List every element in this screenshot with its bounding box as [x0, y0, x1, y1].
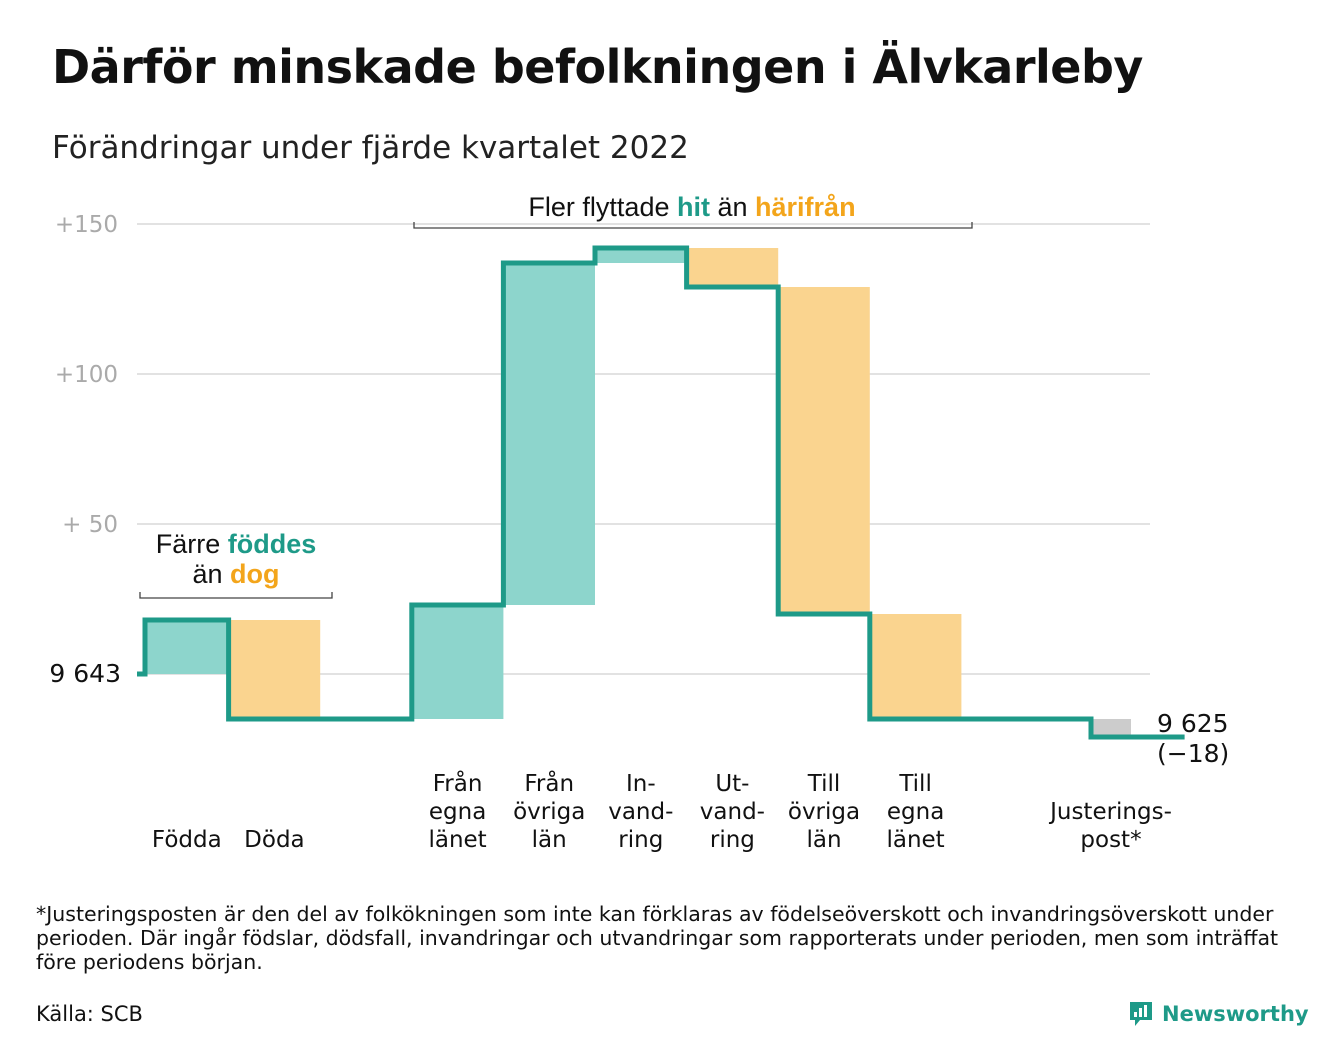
category-label: Justerings-	[1048, 799, 1172, 825]
bar-justeringspost-	[1091, 719, 1131, 737]
moves-annotation: Fler flyttade hit än härifrån	[413, 192, 973, 229]
category-label: ring	[618, 827, 663, 853]
bar-födda	[145, 620, 229, 674]
bar-invandring	[595, 248, 687, 263]
bar-döda	[228, 620, 321, 719]
bars	[145, 248, 1131, 737]
moves-annotation-text: Fler flyttade hit än härifrån	[528, 192, 855, 222]
source-note: Källa: SCB	[36, 1002, 143, 1026]
category-label: Födda	[152, 827, 222, 853]
bar-till-egna-länet	[869, 614, 962, 719]
category-label: övriga	[788, 799, 860, 825]
end-value-label: 9 625	[1157, 709, 1229, 738]
bar-från-övriga-län	[503, 263, 595, 605]
bar-från-egna-länet	[411, 605, 504, 719]
brand-name: Newsworthy	[1162, 1002, 1309, 1026]
births-annotation-bracket	[139, 592, 333, 599]
category-label: län	[806, 827, 841, 853]
births-annotation-line1: Färre föddes	[156, 529, 317, 559]
births-annotation: Färre föddes än dog	[139, 529, 333, 599]
gridlines: +150 +100 + 50	[55, 212, 1150, 675]
y-tick-label: +150	[55, 212, 118, 238]
category-label: egna	[887, 799, 944, 825]
labels: Födda DödaFrånegnalänetFrånövrigalänIn-va…	[49, 659, 1229, 853]
category-label: övriga	[513, 799, 585, 825]
newsworthy-logo-icon	[1130, 1002, 1152, 1026]
running-total-line	[137, 245, 1185, 740]
category-label: Från	[524, 769, 574, 797]
waterfall-chart: +150+100+ 50 Födda DödaFrånegnalänetFrånö…	[49, 192, 1229, 853]
category-label: Döda	[244, 827, 304, 853]
category-label: Från	[433, 769, 483, 797]
brand-logo: Newsworthy	[1128, 998, 1309, 1030]
births-annotation-line2: än dog	[192, 559, 279, 589]
category-label: länet	[428, 827, 486, 853]
category-label: Ut-	[715, 771, 749, 797]
category-label: Till	[898, 771, 932, 797]
category-label: vand-	[700, 799, 765, 825]
category-label: Till	[807, 771, 841, 797]
start-value-label: 9 643	[49, 659, 121, 688]
chart-subtitle: Förändringar under fjärde kvartalet 2022	[52, 130, 689, 166]
category-label: In-	[626, 771, 656, 797]
footnote: *Justeringsposten är den del av folkökni…	[36, 902, 1279, 974]
chart-title: Därför minskade befolkningen i Älvkarleb…	[52, 40, 1143, 94]
category-label: länet	[886, 827, 944, 853]
y-tick-label: + 50	[62, 512, 118, 538]
y-tick-label: +100	[55, 362, 118, 388]
category-label: vand-	[608, 799, 673, 825]
category-label: post*	[1080, 827, 1141, 853]
category-label: egna	[429, 799, 486, 825]
bar-till-övriga-län	[778, 287, 870, 614]
category-label: län	[532, 827, 567, 853]
end-change-label: (−18)	[1157, 739, 1229, 768]
moves-annotation-bracket	[413, 222, 973, 229]
category-label: ring	[710, 827, 755, 853]
bar-utvandring	[686, 248, 779, 287]
